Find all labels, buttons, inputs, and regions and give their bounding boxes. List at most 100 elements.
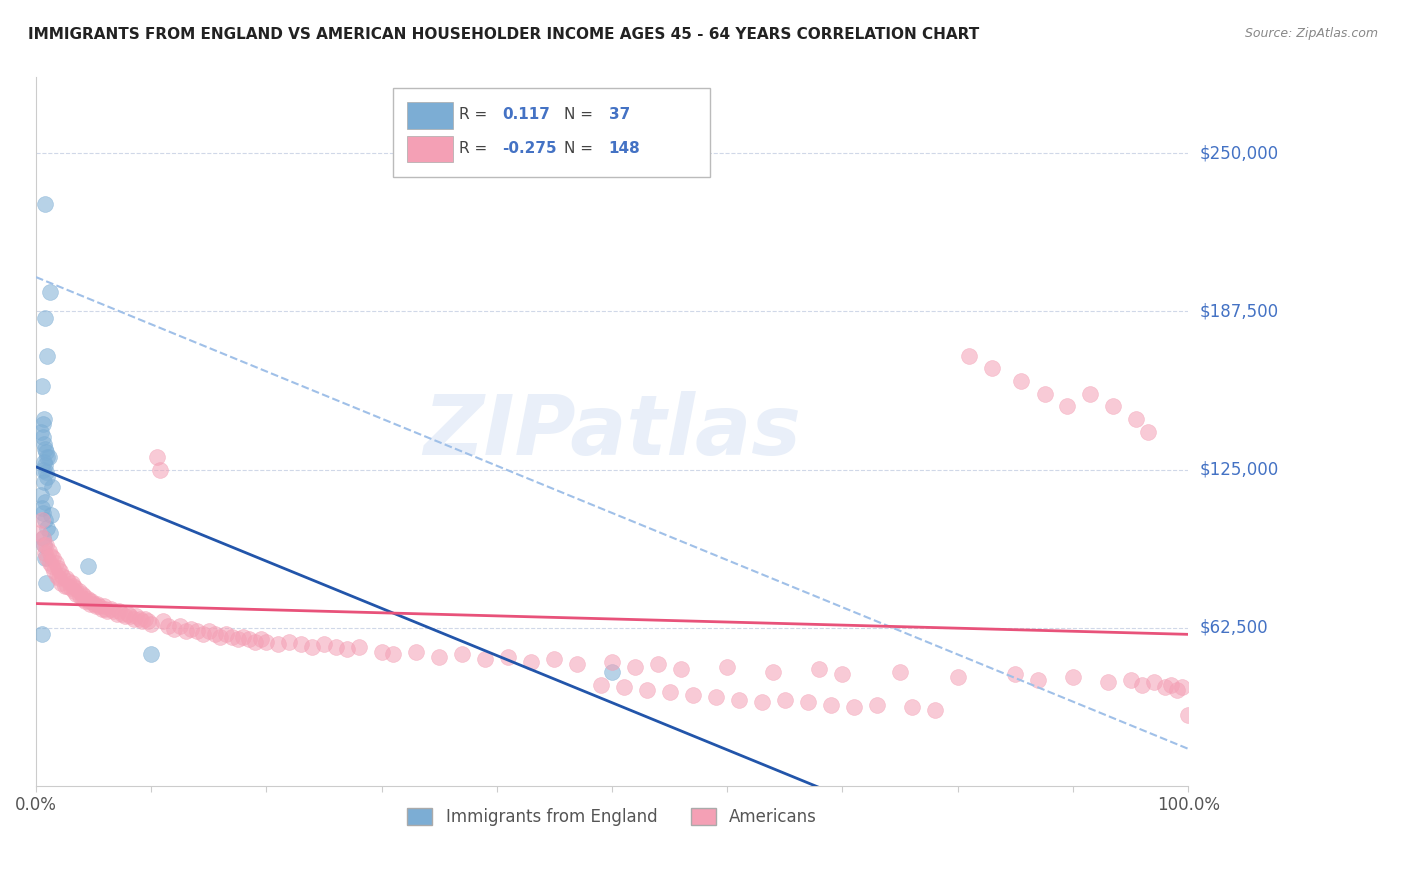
Point [370, 645, 392, 659]
Point [46, 561, 69, 575]
Point [427, 649, 450, 664]
Point [152, 615, 174, 629]
Text: N =: N = [564, 142, 593, 156]
Point [93, 599, 115, 614]
Point [41, 480, 63, 494]
Point [589, 677, 612, 691]
Point [347, 640, 370, 654]
FancyBboxPatch shape [394, 88, 710, 177]
Point [1102, 400, 1125, 414]
Point [924, 703, 946, 717]
Point [751, 695, 773, 709]
Point [31, 430, 53, 444]
Point [34, 442, 56, 457]
Point [34, 513, 56, 527]
Text: R =: R = [458, 142, 486, 156]
Text: R =: R = [458, 107, 486, 122]
Point [31, 417, 53, 431]
Point [866, 698, 889, 712]
Point [39, 549, 62, 563]
Point [67, 584, 90, 599]
Point [34, 546, 56, 560]
Point [336, 642, 359, 657]
Point [38, 556, 60, 570]
Point [1171, 680, 1194, 694]
Text: 148: 148 [609, 142, 640, 156]
Point [39, 508, 62, 522]
Point [405, 645, 427, 659]
Point [30, 425, 52, 439]
Point [1010, 374, 1032, 388]
Point [543, 652, 565, 666]
Point [600, 665, 623, 679]
FancyBboxPatch shape [406, 136, 453, 162]
Text: N =: N = [564, 107, 593, 122]
Point [1056, 400, 1078, 414]
Point [1136, 425, 1159, 439]
Point [89, 599, 111, 614]
Point [35, 445, 58, 459]
Point [773, 692, 796, 706]
Text: Source: ZipAtlas.com: Source: ZipAtlas.com [1244, 27, 1378, 40]
Point [1142, 675, 1164, 690]
Point [169, 619, 191, 633]
Point [65, 586, 87, 600]
Point [114, 609, 136, 624]
Point [797, 695, 820, 709]
Point [111, 607, 134, 621]
Legend: Immigrants from England, Americans: Immigrants from England, Americans [399, 799, 825, 834]
Point [32, 538, 55, 552]
Point [221, 630, 243, 644]
Point [157, 619, 180, 633]
Point [60, 576, 83, 591]
Point [35, 465, 58, 479]
Point [186, 624, 208, 639]
Point [842, 700, 865, 714]
Point [30, 488, 52, 502]
Point [1062, 670, 1084, 684]
Point [34, 551, 56, 566]
Point [83, 597, 105, 611]
Point [215, 627, 238, 641]
Point [120, 609, 142, 624]
Point [53, 579, 76, 593]
Point [613, 680, 636, 694]
Point [35, 576, 58, 591]
Point [141, 616, 163, 631]
Point [100, 601, 122, 615]
Text: -0.275: -0.275 [502, 142, 557, 156]
Point [254, 634, 277, 648]
Point [716, 660, 738, 674]
Point [1154, 680, 1177, 694]
Text: 0.117: 0.117 [502, 107, 551, 122]
Point [704, 690, 727, 705]
Point [1028, 673, 1050, 687]
Point [42, 551, 65, 566]
Point [278, 634, 301, 648]
Point [163, 622, 186, 636]
Point [41, 558, 63, 573]
Point [889, 665, 911, 679]
Point [34, 310, 56, 325]
Point [520, 655, 543, 669]
Point [301, 640, 323, 654]
Point [69, 589, 91, 603]
Point [900, 700, 922, 714]
Text: $125,000: $125,000 [1199, 460, 1278, 479]
Point [31, 462, 53, 476]
Point [191, 627, 214, 641]
Point [131, 615, 153, 629]
Point [31, 506, 53, 520]
Point [55, 571, 77, 585]
Point [1033, 386, 1056, 401]
Point [34, 458, 56, 472]
Point [86, 597, 108, 611]
Point [600, 655, 623, 669]
Point [63, 582, 86, 596]
Text: ZIPatlas: ZIPatlas [423, 391, 801, 472]
Point [669, 662, 692, 676]
Point [44, 564, 66, 578]
Point [51, 576, 73, 591]
Point [382, 647, 405, 661]
Point [75, 594, 97, 608]
